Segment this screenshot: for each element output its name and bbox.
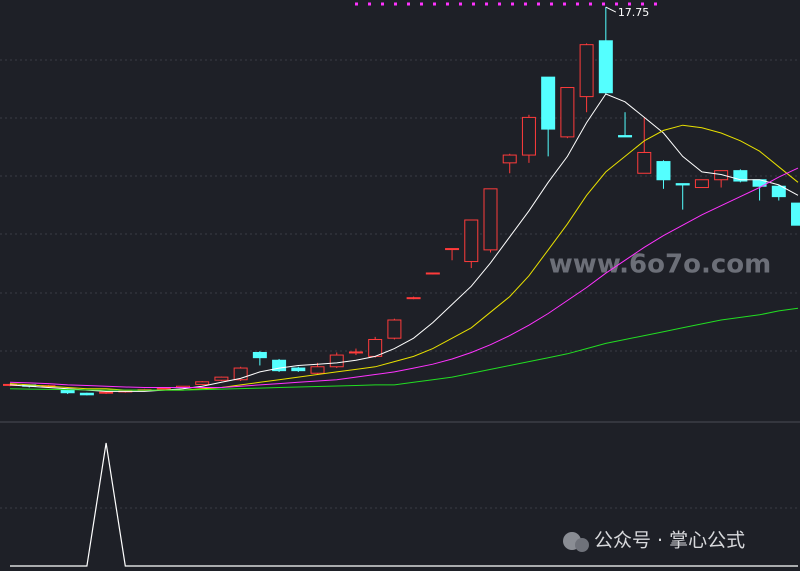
candle-body: [464, 219, 479, 263]
candle-body: [656, 161, 671, 181]
candle-body: [329, 354, 344, 368]
candle-body: [406, 297, 421, 300]
candle-body: [714, 170, 729, 181]
candle-body: [445, 248, 460, 251]
candle-body: [618, 135, 633, 138]
candle-body: [272, 359, 287, 372]
candle-body: [502, 154, 517, 164]
candle-body: [637, 151, 652, 174]
moving-average-line: [9, 167, 799, 388]
candle-body: [675, 183, 690, 186]
candle-body: [771, 185, 786, 198]
candle-body: [156, 387, 171, 390]
candle-body: [195, 381, 210, 385]
candle-body: [694, 179, 709, 189]
candle-body: [214, 376, 229, 381]
candle-body: [541, 76, 556, 130]
candle-body: [560, 87, 575, 138]
candle-body: [521, 116, 536, 156]
candle-body: [579, 44, 594, 98]
icon: [575, 538, 589, 552]
candle-body: [60, 389, 75, 394]
candle-body: [79, 392, 94, 396]
candle-body: [733, 170, 748, 182]
candle-body: [791, 202, 800, 226]
indicator-line: [10, 442, 798, 567]
candle-body: [387, 319, 402, 339]
candle-body: [368, 338, 383, 357]
candle-body: [233, 367, 248, 381]
candle-body: [310, 366, 325, 374]
moving-average-line: [9, 93, 799, 392]
max-leader: [605, 6, 617, 13]
candle-body: [483, 188, 498, 251]
moving-average-line: [9, 307, 799, 391]
watermark: www.6o7o.com: [549, 250, 771, 280]
candle-body: [598, 40, 613, 94]
source-badge: 公众号 · 掌心公式: [563, 530, 745, 552]
candle-body: [252, 351, 267, 359]
source: 公众号 · 掌心公式: [594, 530, 745, 552]
candle-body: [291, 367, 306, 372]
candle-body: [425, 272, 440, 275]
max-label: 17.75: [618, 6, 650, 19]
candle-body: [99, 391, 114, 394]
candle-body: [348, 351, 363, 354]
